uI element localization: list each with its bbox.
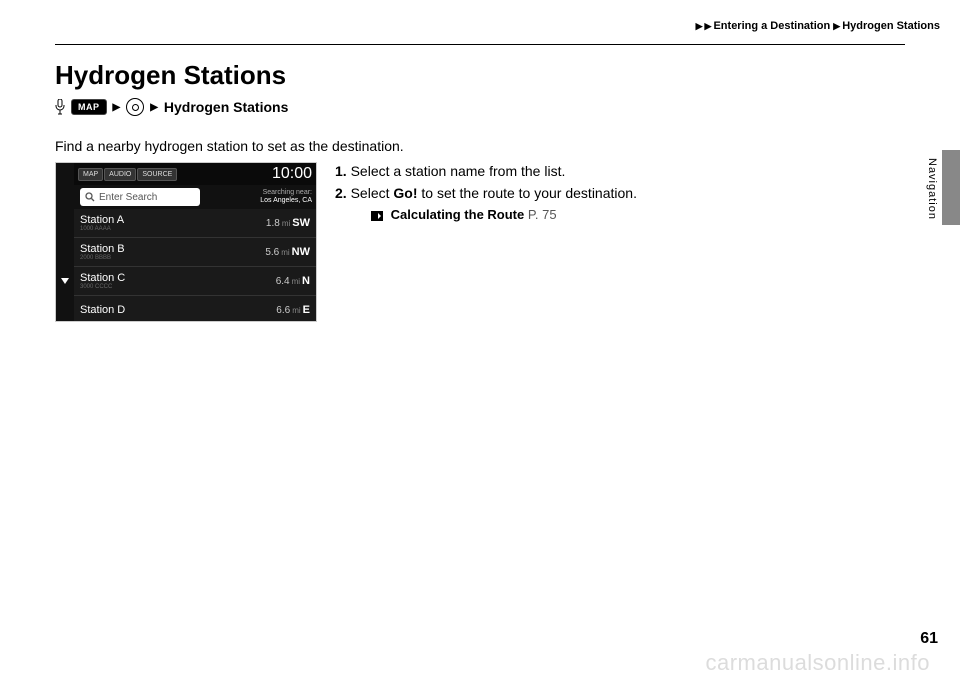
chevron-right-icon: ▶ (705, 21, 712, 31)
list-item: Station D 6.6mi E (74, 296, 316, 322)
clock: 10:00 (272, 165, 312, 183)
step-num: 2. (335, 185, 347, 201)
station-sub: 1000 AAAA (80, 226, 124, 233)
divider (55, 44, 905, 45)
searching-near: Searching near: Los Angeles, CA (260, 189, 312, 204)
page-number: 61 (920, 630, 938, 648)
step-text: Select a station name from the list. (351, 163, 566, 179)
list-item: Station A 1000 AAAA 1.8mi SW (74, 209, 316, 238)
screenshot-search-row: Enter Search Searching near: Los Angeles… (74, 185, 316, 209)
breadcrumb: ▶▶Entering a Destination ▶Hydrogen Stati… (696, 20, 940, 32)
tab-source: SOURCE (137, 168, 177, 181)
list-item-right: 5.6mi NW (265, 246, 310, 258)
list-item-right: 1.8mi SW (266, 217, 310, 229)
step-2: 2. Select Go! to set the route to your d… (335, 184, 655, 204)
map-button-icon: MAP (71, 99, 107, 115)
instruction-steps: 1. Select a station name from the list. … (335, 162, 655, 222)
chevron-right-icon: ▶ (150, 102, 158, 113)
breadcrumb-l1: Entering a Destination (713, 20, 830, 32)
station-name: Station D (80, 304, 125, 316)
destination-icon (126, 98, 144, 116)
station-dist: 6.4 (276, 276, 290, 287)
near-value: Los Angeles, CA (260, 197, 312, 205)
ref-title: Calculating the Route (391, 207, 525, 222)
step-num: 1. (335, 163, 347, 179)
station-dist: 1.8 (266, 218, 280, 229)
chevron-right-icon: ▶ (833, 21, 840, 31)
station-dir: SW (292, 217, 310, 229)
station-sub: 2000 BBBB (80, 255, 125, 262)
breadcrumb-l2: Hydrogen Stations (842, 20, 940, 32)
chevron-right-icon: ▶ (696, 21, 703, 31)
near-label: Searching near: (260, 189, 312, 197)
path-endpoint: Hydrogen Stations (164, 99, 288, 115)
list-item: Station B 2000 BBBB 5.6mi NW (74, 238, 316, 267)
screenshot-scrollbar (56, 163, 74, 321)
screenshot-header: MAP AUDIO SOURCE 10:00 (74, 163, 316, 185)
intro-text: Find a nearby hydrogen station to set as… (55, 138, 404, 154)
search-input: Enter Search (80, 188, 200, 206)
station-name: Station A (80, 214, 124, 226)
list-item-left: Station A 1000 AAAA (80, 214, 124, 233)
mile-unit: mi (282, 219, 290, 228)
step-text-c: to set the route to your destination. (418, 185, 637, 201)
station-list: Station A 1000 AAAA 1.8mi SW Station B 2… (74, 209, 316, 321)
tab-audio: AUDIO (104, 168, 136, 181)
list-item-left: Station D (80, 304, 125, 316)
mile-unit: mi (292, 277, 300, 286)
station-dist: 5.6 (265, 247, 279, 258)
nav-path: MAP ▶ ▶ Hydrogen Stations (55, 98, 288, 116)
list-item: Station C 3000 CCCC 6.4mi N (74, 267, 316, 296)
mile-unit: mi (292, 306, 300, 315)
station-dir: NW (292, 246, 310, 258)
station-sub: 3000 CCCC (80, 284, 125, 291)
screenshot-tabs: MAP AUDIO SOURCE (78, 168, 177, 181)
page-title: Hydrogen Stations (55, 60, 286, 91)
list-item-right: 6.4mi N (276, 275, 310, 287)
list-item-left: Station B 2000 BBBB (80, 243, 125, 262)
step-1: 1. Select a station name from the list. (335, 162, 655, 182)
section-label: Navigation (926, 158, 938, 220)
station-dir: N (302, 275, 310, 287)
station-dist: 6.6 (276, 305, 290, 316)
reference-icon (371, 211, 383, 221)
step-text-a: Select (351, 185, 394, 201)
section-tab (942, 150, 960, 225)
device-screenshot: MAP AUDIO SOURCE 10:00 Enter Search Sear… (55, 162, 317, 322)
cross-reference: Calculating the Route P. 75 (335, 207, 655, 222)
voice-icon (55, 99, 65, 115)
ref-page: P. 75 (528, 207, 557, 222)
search-placeholder: Enter Search (99, 192, 157, 203)
mile-unit: mi (281, 248, 289, 257)
station-name: Station C (80, 272, 125, 284)
list-item-left: Station C 3000 CCCC (80, 272, 125, 291)
list-item-right: 6.6mi E (276, 304, 310, 316)
tab-map: MAP (78, 168, 103, 181)
manual-page: ▶▶Entering a Destination ▶Hydrogen Stati… (0, 0, 960, 678)
search-icon (85, 192, 95, 202)
chevron-right-icon: ▶ (113, 102, 121, 113)
watermark: carmanualsonline.info (705, 650, 930, 676)
station-name: Station B (80, 243, 125, 255)
station-dir: E (303, 304, 310, 316)
arrow-down-icon (60, 276, 70, 286)
go-label: Go! (393, 185, 417, 201)
